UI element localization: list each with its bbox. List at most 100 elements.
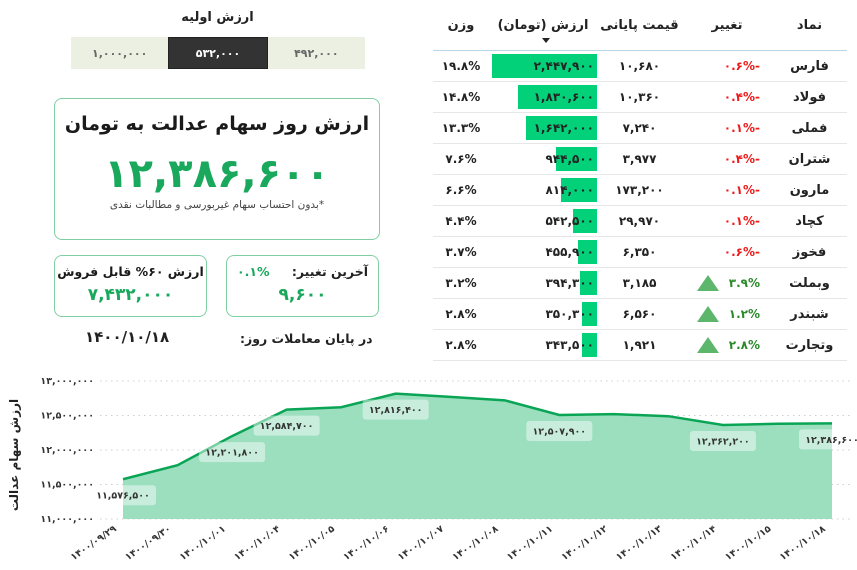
sellable-label: ارزش ۶۰% قابل فروش (57, 264, 204, 279)
svg-text:۱۲,۲۰۱,۸۰۰: ۱۲,۲۰۱,۸۰۰ (205, 448, 259, 459)
symbol-cell: فملی (791, 120, 828, 136)
value-text: ۱,۶۴۲,۰۰۰ (533, 121, 594, 135)
x-tick-label: ۱۴۰۰/۱۰/۱۴ (669, 523, 719, 563)
change-cell: -۰.۱% (682, 121, 772, 135)
change-cell: ۲.۸% (682, 337, 772, 353)
data-label: ۱۲,۳۶۲,۲۰۰ (689, 431, 756, 452)
x-tick-label: ۱۴۰۰/۱۰/۱۸ (778, 523, 828, 563)
close-price-cell: ۱۰,۶۸۰ (618, 59, 661, 73)
value-bar (492, 54, 597, 78)
initial-value-option-492000[interactable]: ۴۹۲,۰۰۰ (267, 37, 365, 69)
table-row[interactable]: کچاد -۰.۱% ۲۹,۹۷۰ ۵۴۲,۵۰۰ ۴.۴% (433, 206, 847, 237)
value-cell: ۸۱۴,۰۰۰ (489, 175, 597, 205)
value-bar (561, 178, 597, 202)
value-bar (525, 116, 597, 140)
header-value[interactable]: ارزش (تومان) (489, 0, 597, 50)
value-text: ۳۵۰,۳۰۰ (545, 307, 594, 321)
weight-cell: ۲.۸% (445, 307, 477, 321)
value-cell: ۲,۴۴۷,۹۰۰ (489, 51, 597, 81)
svg-text:۱۲,۳۶۲,۲۰۰: ۱۲,۳۶۲,۲۰۰ (696, 437, 750, 448)
x-tick-label: ۱۴۰۰/۰۹/۲۹ (69, 523, 119, 563)
value-text: ۹۴۴,۵۰۰ (545, 152, 594, 166)
card-title: ارزش روز سهام عدالت به تومان (64, 113, 370, 135)
holdings-table: نماد تغییر قیمت پایانی ارزش (تومان) وزن … (433, 0, 847, 361)
end-of-day-date: ۱۴۰۰/۱۰/۱۸ (85, 328, 170, 346)
symbol-cell: وتجارت (785, 337, 834, 353)
area-fill (123, 393, 832, 519)
value-bar (573, 209, 597, 233)
change-percent: -۰.۴% (723, 152, 760, 166)
change-cell: ۳.۹% (682, 275, 772, 291)
header-weight[interactable]: وزن (447, 17, 475, 33)
value-text: ۵۴۲,۵۰۰ (545, 214, 594, 228)
weight-cell: ۲.۸% (445, 338, 477, 352)
table-row[interactable]: فولاد -۰.۴% ۱۰,۳۶۰ ۱,۸۳۰,۶۰۰ ۱۴.۸% (433, 82, 847, 113)
change-percent: -۰.۶% (723, 59, 760, 73)
data-label: ۱۲,۵۸۴,۷۰۰ (253, 415, 320, 436)
data-label: ۱۲,۲۰۱,۸۰۰ (199, 442, 266, 463)
value-cell: ۱,۶۴۲,۰۰۰ (489, 113, 597, 143)
table-row[interactable]: مارون -۰.۱% ۱۷۳,۲۰۰ ۸۱۴,۰۰۰ ۶.۶% (433, 175, 847, 206)
table-row[interactable]: وتجارت ۲.۸% ۱,۹۲۱ ۳۴۳,۵۰۰ ۲.۸% (433, 330, 847, 361)
end-of-day-label: در پایان معاملات روز: (240, 331, 373, 346)
y-tick-label: ۱۲,۵۰۰,۰۰۰ (40, 411, 94, 422)
header-value-label: ارزش (تومان) (497, 17, 589, 33)
x-tick-label: ۱۴۰۰/۱۰/۰۷ (396, 523, 446, 563)
svg-text:۱۲,۵۰۷,۹۰۰: ۱۲,۵۰۷,۹۰۰ (533, 426, 587, 437)
up-arrow-icon (696, 306, 719, 322)
header-change[interactable]: تغییر (711, 17, 743, 33)
weight-cell: ۴.۴% (445, 214, 477, 228)
header-close-price[interactable]: قیمت پایانی (600, 17, 679, 33)
change-percent: -۰.۱% (723, 121, 760, 135)
up-arrow-icon (696, 337, 719, 353)
x-tick-label: ۱۴۰۰/۱۰/۱۲ (560, 523, 610, 563)
value-text: ۱,۸۳۰,۶۰۰ (533, 90, 594, 104)
change-percent: ۲.۸% (728, 338, 760, 352)
change-percent: -۰.۱% (723, 214, 760, 228)
value-cell: ۳۹۴,۳۰۰ (489, 268, 597, 298)
table-row[interactable]: وبملت ۳.۹% ۳,۱۸۵ ۳۹۴,۳۰۰ ۳.۲% (433, 268, 847, 299)
change-percent: -۰.۱% (723, 183, 760, 197)
value-bar (579, 271, 597, 295)
x-tick-label: ۱۴۰۰/۱۰/۰۶ (341, 523, 391, 563)
weight-cell: ۷.۶% (445, 152, 477, 166)
x-tick-label: ۱۴۰۰/۱۰/۰۸ (450, 523, 500, 563)
y-tick-label: ۱۳,۰۰۰,۰۰۰ (40, 376, 94, 387)
last-change-card: آخرین تغییر: ۰.۱% ۹,۶۰۰ (226, 255, 379, 317)
close-price-cell: ۷,۲۴۰ (622, 121, 657, 135)
value-bar (555, 147, 597, 171)
footnote: *بدون احتساب سهام غیربورسی و مطالبات نقد… (109, 199, 325, 211)
change-percent: ۳.۹% (728, 276, 760, 290)
table-row[interactable]: فارس -۰.۶% ۱۰,۶۸۰ ۲,۴۴۷,۹۰۰ ۱۹.۸% (433, 51, 847, 82)
change-cell: ۱.۲% (682, 306, 772, 322)
y-tick-label: ۱۱,۰۰۰,۰۰۰ (40, 514, 94, 525)
change-cell: -۰.۴% (682, 152, 772, 166)
weight-cell: ۱۹.۸% (441, 59, 481, 73)
svg-text:۱۲,۵۸۴,۷۰۰: ۱۲,۵۸۴,۷۰۰ (260, 421, 314, 432)
initial-value-option-532000[interactable]: ۵۳۲,۰۰۰ (168, 37, 268, 69)
value-cell: ۹۴۴,۵۰۰ (489, 144, 597, 174)
table-row[interactable]: شتران -۰.۴% ۳,۹۷۷ ۹۴۴,۵۰۰ ۷.۶% (433, 144, 847, 175)
initial-value-option-1000000[interactable]: ۱,۰۰۰,۰۰۰ (71, 37, 169, 69)
data-label: ۱۲,۸۱۶,۴۰۰ (362, 399, 429, 420)
value-bar (581, 333, 597, 357)
table-row[interactable]: فملی -۰.۱% ۷,۲۴۰ ۱,۶۴۲,۰۰۰ ۱۳.۳% (433, 113, 847, 144)
value-cell: ۵۴۲,۵۰۰ (489, 206, 597, 236)
change-cell: -۰.۴% (682, 90, 772, 104)
value-cell: ۱,۸۳۰,۶۰۰ (489, 82, 597, 112)
header-symbol[interactable]: نماد (796, 17, 823, 33)
value-history-chart: ۱۱,۰۰۰,۰۰۰ ۱۱,۵۰۰,۰۰۰ ۱۲,۰۰۰,۰۰۰ ۱۲,۵۰۰,۰۰۰… (40, 376, 857, 563)
weight-cell: ۱۴.۸% (441, 90, 481, 104)
data-label: ۱۲,۵۰۷,۹۰۰ (526, 420, 593, 441)
data-label: ۱۱,۵۷۶,۵۰۰ (90, 485, 156, 506)
portfolio-value-card: ارزش روز سهام عدالت به تومان ۱۲,۳۸۶,۶۰۰ … (54, 98, 380, 240)
table-row[interactable]: شبندر ۱.۲% ۶,۵۶۰ ۳۵۰,۳۰۰ ۲.۸% (433, 299, 847, 330)
table-row[interactable]: فخوز -۰.۶% ۶,۳۵۰ ۴۵۵,۹۰۰ ۳.۷% (433, 237, 847, 268)
symbol-cell: فارس (790, 58, 829, 74)
change-cell: -۰.۶% (682, 245, 772, 259)
weight-cell: ۱۳.۳% (441, 121, 481, 135)
symbol-cell: مارون (789, 182, 830, 198)
close-price-cell: ۶,۵۶۰ (622, 307, 657, 321)
x-tick-label: ۱۴۰۰/۱۰/۰۵ (287, 523, 337, 563)
symbol-cell: شبندر (790, 306, 829, 322)
